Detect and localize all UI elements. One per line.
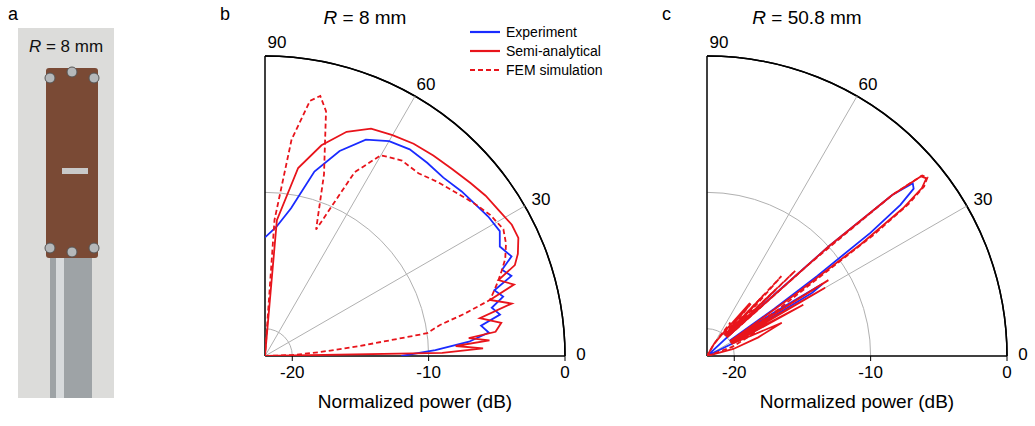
legend-label: Experiment: [506, 24, 577, 40]
tick-label: -10: [858, 363, 883, 382]
tick-label: -20: [722, 363, 747, 382]
polar-panel: -20 -10 0 30 60 90 0 c R = 50.8 mm Normalized pow…: [662, 4, 1028, 412]
slot: [62, 168, 88, 174]
angle-label: 30: [531, 190, 550, 209]
steel-tube: [50, 255, 92, 398]
legend-label: Semi-analytical: [506, 43, 601, 59]
screw: [67, 247, 77, 257]
legend-swatch: [470, 50, 500, 52]
photo-background: [18, 28, 114, 398]
panel-title: R = 8 mm: [324, 7, 407, 28]
legend-swatch: [470, 31, 500, 33]
series-line: [707, 183, 914, 356]
screw: [89, 73, 99, 83]
axis-line: [264, 56, 266, 356]
legend: Experiment Semi-analytical FEM simulation: [470, 24, 602, 78]
legend-label: FEM simulation: [506, 62, 602, 78]
screw: [89, 243, 99, 253]
tick-label: 0: [560, 363, 569, 382]
axis-line: [706, 56, 708, 356]
series-line: [265, 129, 518, 356]
angle-label: 0: [576, 345, 585, 364]
angle-label: 0: [1018, 345, 1027, 364]
axis-arc: [707, 56, 1007, 356]
series-line: [707, 176, 926, 356]
tick-label: -10: [416, 363, 441, 382]
radial-grid: [265, 192, 429, 356]
angle-label: 90: [710, 33, 729, 52]
panel-title: R = 8 mm: [29, 37, 103, 56]
radial-grid: [265, 56, 565, 356]
angle-label: 30: [973, 190, 992, 209]
series-line: [265, 140, 512, 356]
plot-area: [265, 96, 518, 356]
axis-title: Normalized power (dB): [318, 391, 512, 412]
panel-letter: a: [8, 4, 19, 24]
screw: [45, 243, 55, 253]
axis-title: Normalized power (dB): [760, 391, 954, 412]
plot-area: [707, 175, 927, 356]
tube-highlight: [56, 255, 64, 398]
photo-panel: a R = 8 mm: [8, 4, 114, 398]
legend-swatch: [470, 69, 500, 71]
panel-letter: b: [220, 4, 230, 24]
figure: a R = 8 mm -20 -10 0 30 60 90 0 b R = 8 mm Normaliz…: [0, 0, 1035, 426]
angle-label: 60: [417, 75, 436, 94]
series-line: [265, 96, 506, 356]
copper-cylinder: [46, 68, 98, 258]
angle-label: 60: [859, 75, 878, 94]
angle-label: 90: [268, 33, 287, 52]
axis-arc: [265, 56, 565, 356]
screw: [45, 73, 55, 83]
panel-title: R = 50.8 mm: [752, 7, 861, 28]
axis-line: [707, 355, 1007, 357]
series-line: [707, 175, 927, 356]
screw: [67, 67, 77, 77]
radial-grid: [707, 56, 1007, 356]
polar-panel: -20 -10 0 30 60 90 0 b R = 8 mm Normalized power …: [220, 4, 602, 412]
tick-label: 0: [1002, 363, 1011, 382]
tick-label: -20: [280, 363, 305, 382]
panel-letter: c: [662, 4, 671, 24]
